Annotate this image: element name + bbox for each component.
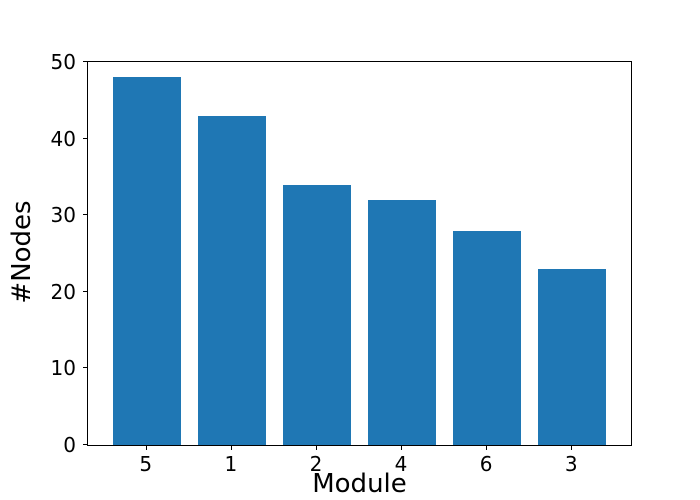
y-tick-label: 50: [50, 50, 76, 74]
x-tick-mark: [315, 446, 317, 450]
y-tick-mark: [83, 367, 87, 369]
x-tick-label: 1: [224, 452, 238, 476]
x-tick-label: 5: [139, 452, 153, 476]
x-tick-label: 6: [479, 452, 493, 476]
y-tick-label: 30: [50, 203, 76, 228]
y-tick-mark: [83, 137, 87, 139]
y-tick-label: 20: [50, 279, 76, 304]
bar-module-6: [453, 230, 522, 445]
x-tick-label: 3: [564, 452, 578, 476]
y-tick-mark: [83, 444, 87, 445]
x-tick-mark: [571, 446, 573, 450]
y-tick-label: 40: [50, 126, 76, 151]
x-tick-mark: [486, 446, 488, 450]
bar-module-1: [197, 115, 266, 445]
bar-module-2: [282, 184, 351, 445]
y-tick-mark: [83, 214, 87, 216]
bar-module-5: [112, 77, 181, 445]
y-tick-label: 10: [50, 356, 76, 381]
bar-module-3: [538, 268, 607, 445]
x-axis-label: Module: [312, 469, 407, 499]
x-tick-mark: [230, 446, 232, 450]
x-tick-label: 4: [394, 452, 408, 476]
y-tick-mark: [83, 290, 87, 292]
x-tick-label: 2: [309, 452, 323, 476]
y-tick-mark: [83, 61, 87, 62]
x-tick-mark: [401, 446, 403, 450]
x-tick-mark: [145, 446, 147, 450]
y-axis-label: #Nodes: [7, 200, 37, 304]
bar-module-4: [368, 199, 437, 445]
y-tick-label: 0: [63, 433, 76, 457]
plot-area: [87, 61, 632, 446]
